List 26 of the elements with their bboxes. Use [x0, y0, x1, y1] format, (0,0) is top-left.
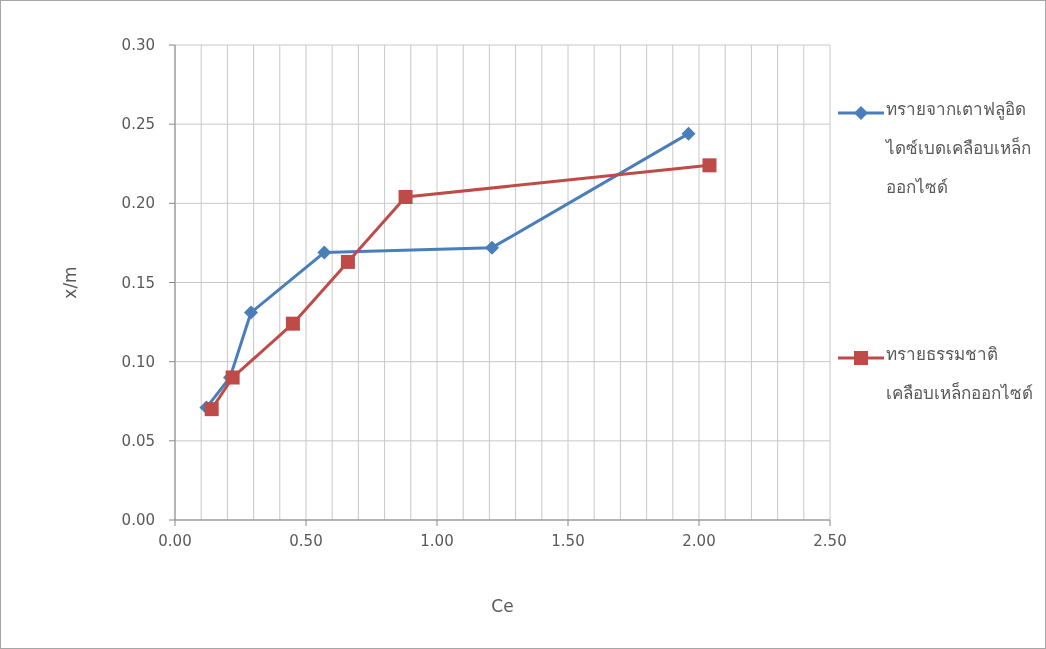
y-tick-label: 0.20 [121, 194, 155, 213]
point [398, 190, 413, 204]
x-tick-label: 0.00 [158, 532, 192, 550]
point [285, 316, 300, 331]
point [317, 245, 332, 260]
legend-label: ทรายธรรมชาติเคลือบเหล็กออกไซด์ [886, 343, 1034, 405]
x-axis-title: Ce [491, 596, 514, 616]
legend-label: ทรายจากเตาฟลูอิดไดซ์เบดเคลือบเหล็กออกไซด์ [886, 98, 1032, 199]
point [485, 240, 500, 255]
y-tick-label: 0.25 [121, 115, 155, 134]
point [340, 254, 355, 269]
x-tick-label: 1.00 [420, 532, 454, 550]
y-tick-label: 0.10 [121, 352, 155, 371]
x-tick-label: 2.00 [682, 532, 716, 550]
point [702, 158, 717, 173]
y-tick-label: 0.15 [121, 273, 155, 292]
x-tick-label: 0.50 [289, 532, 323, 550]
y-axis-title: x/m [60, 266, 80, 299]
y-tick-label: 0.30 [121, 36, 155, 54]
point [243, 305, 258, 320]
x-tick-label: 1.50 [551, 532, 585, 550]
y-tick-label: 0.00 [121, 511, 155, 529]
x-tick-label: 2.50 [813, 532, 847, 550]
point [204, 402, 219, 417]
y-tick-label: 0.05 [121, 431, 155, 450]
point [681, 126, 696, 141]
